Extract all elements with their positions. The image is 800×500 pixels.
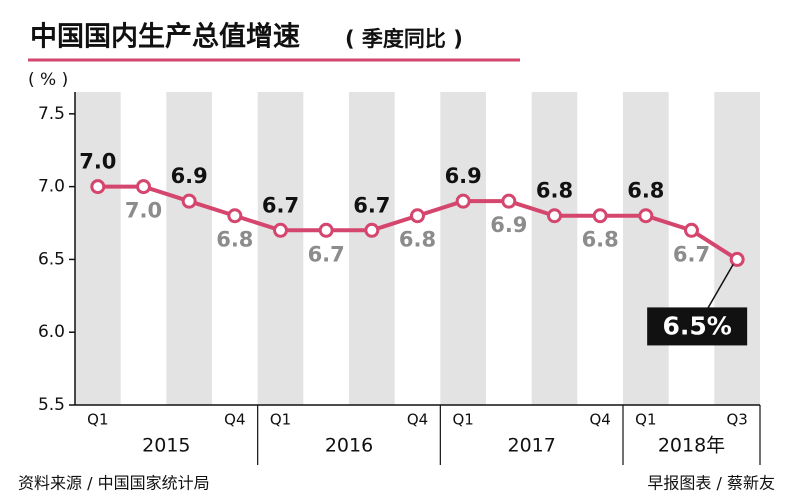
data-label: 6.5%	[662, 311, 731, 340]
y-tick-label: 6.0	[38, 322, 65, 342]
y-tick-label: 6.5	[38, 249, 65, 269]
y-tick-label: 7.5	[38, 104, 65, 124]
stripe	[349, 92, 395, 405]
data-label: 6.8	[627, 179, 664, 203]
data-label: 6.7	[262, 193, 299, 217]
data-point	[729, 251, 745, 267]
y-axis-label: ( % )	[28, 70, 68, 90]
data-point	[318, 222, 334, 238]
x-group-label: 2016	[325, 435, 373, 457]
y-tick-label: 5.5	[38, 395, 65, 415]
data-point	[501, 193, 517, 209]
x-tick-label: Q4	[224, 411, 245, 429]
data-point	[273, 222, 288, 238]
stripe	[440, 92, 486, 405]
x-tick-label: Q3	[726, 411, 747, 429]
data-point	[592, 208, 608, 224]
x-tick-label: Q4	[589, 411, 610, 429]
y-tick-label: 7.0	[38, 177, 65, 197]
data-label: 7.0	[79, 150, 116, 174]
plot-area: 5.5 6.0 6.5 7.0 7.5 Q1 Q4 2015 Q1 Q4 2016 Q1 Q4 2017 Q…	[38, 92, 761, 465]
data-label: 6.9	[171, 164, 208, 188]
data-label: 6.8	[536, 179, 573, 203]
data-label: 7.0	[125, 199, 162, 223]
chart-subtitle: ( 季度同比 )	[345, 27, 463, 51]
x-tick-label: Q1	[270, 411, 291, 429]
leader-line	[706, 264, 734, 310]
source: 资料来源 / 中国国家统计局	[18, 474, 210, 493]
data-point	[181, 193, 197, 209]
data-label: 6.8	[216, 228, 253, 252]
credit: 早报图表 / 蔡新友	[647, 474, 775, 493]
stripe	[531, 92, 578, 405]
x-tick-label: Q1	[635, 411, 656, 429]
x-tick-label: Q4	[407, 411, 428, 429]
x-group-label: 2017	[507, 435, 555, 457]
data-label: 6.8	[399, 228, 436, 252]
data-point	[136, 179, 151, 195]
stripe	[257, 92, 304, 405]
x-group-label: 2015	[142, 435, 190, 457]
data-point	[90, 179, 106, 195]
data-point	[455, 193, 471, 209]
data-point	[547, 208, 562, 224]
callout-box	[647, 307, 748, 346]
data-label: 6.9	[445, 164, 482, 188]
stripe	[623, 92, 669, 405]
x-tick-label: Q1	[452, 411, 473, 429]
data-label: 6.7	[673, 242, 710, 266]
data-point	[410, 208, 425, 224]
x-group-label: 2018年	[658, 435, 725, 457]
stripe	[166, 92, 212, 405]
data-label: 6.9	[490, 213, 527, 237]
x-tick-label: Q1	[87, 411, 108, 429]
data-point	[227, 208, 243, 224]
data-point	[364, 222, 380, 238]
data-label: 6.7	[308, 242, 345, 266]
data-point	[684, 222, 699, 238]
data-label: 6.7	[353, 193, 390, 217]
stripe	[75, 92, 121, 405]
data-label: 6.8	[582, 228, 619, 252]
data-point	[638, 208, 654, 224]
chart-title: 中国国内生产总值增速	[30, 21, 300, 53]
